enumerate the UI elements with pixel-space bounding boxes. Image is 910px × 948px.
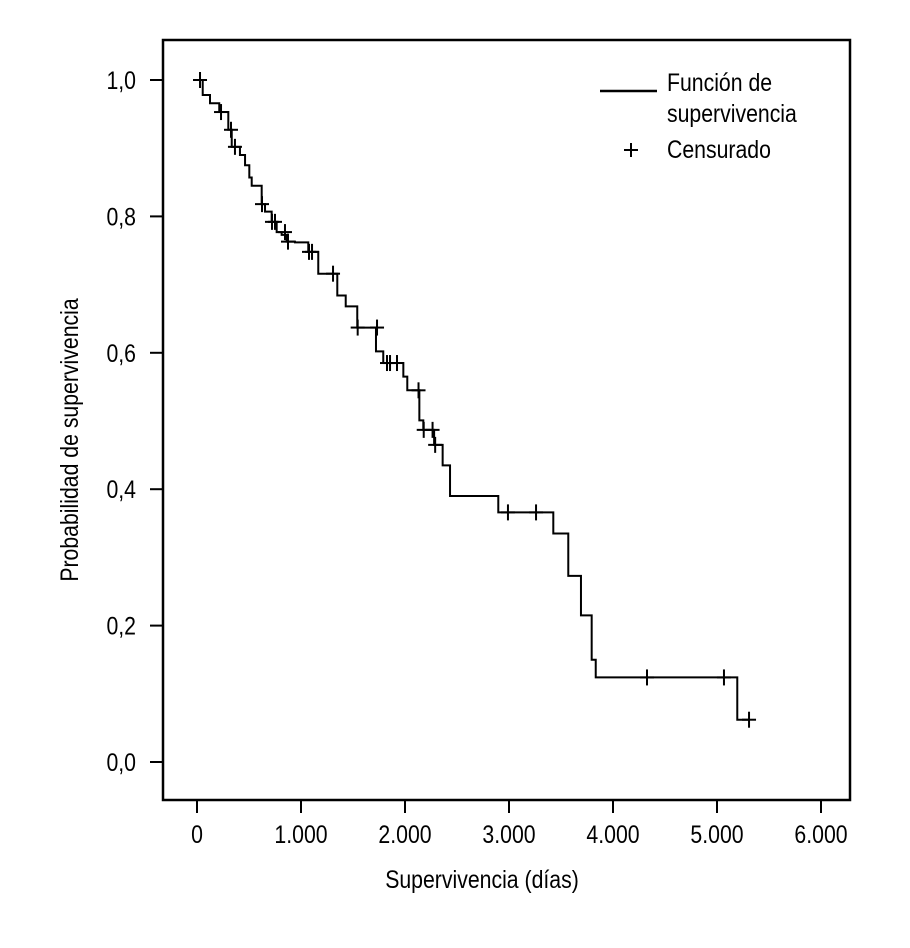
y-axis-label: Probabilidad de supervivencia (55, 298, 83, 581)
censored-mark (277, 224, 292, 241)
censored-mark (255, 196, 269, 213)
x-axis-label: Supervivencia (días) (385, 865, 579, 893)
censored-mark (193, 72, 208, 88)
y-tick-label: 0,8 (106, 203, 136, 231)
survival-curve (197, 79, 750, 721)
censored-mark (305, 243, 320, 260)
x-tick-label: 0 (191, 820, 203, 848)
x-tick-label: 5.000 (690, 820, 743, 848)
x-tick-label: 6.000 (794, 820, 847, 848)
x-tick-label: 3.000 (482, 820, 535, 848)
censored-mark (425, 421, 440, 438)
legend-plus-symbol (624, 143, 638, 157)
plot-frame (161, 38, 852, 802)
censored-mark (214, 104, 229, 121)
censored-mark (350, 319, 365, 336)
censored-mark (224, 121, 239, 138)
y-tick-label: 0,0 (106, 748, 136, 776)
censored-mark (742, 711, 757, 728)
y-tick-label: 0,6 (106, 339, 136, 367)
censored-mark (716, 669, 731, 686)
x-tick-label: 1.000 (274, 820, 327, 848)
censored-mark (227, 138, 242, 155)
x-tick-label: 4.000 (586, 820, 639, 848)
censored-mark (500, 504, 515, 521)
x-tick-label: 2.000 (378, 820, 431, 848)
legend-label-censored: Censurado (667, 135, 771, 163)
censored-mark (370, 319, 385, 336)
y-tick-label: 0,4 (106, 476, 136, 504)
censored-mark (389, 355, 404, 372)
censored-mark (268, 213, 282, 230)
y-tick-label: 1,0 (106, 66, 136, 94)
censored-mark (411, 382, 426, 399)
censored-mark (326, 265, 341, 282)
legend-label-survival-2: supervivencia (667, 99, 797, 127)
y-tick-label: 0,2 (106, 612, 136, 640)
legend: Función de supervivencia Censurado (600, 68, 797, 163)
censored-mark (640, 669, 655, 686)
censored-mark (529, 504, 544, 521)
censored-mark (281, 233, 295, 250)
censored-mark (428, 436, 443, 453)
legend-label-survival-1: Función de (667, 68, 772, 96)
